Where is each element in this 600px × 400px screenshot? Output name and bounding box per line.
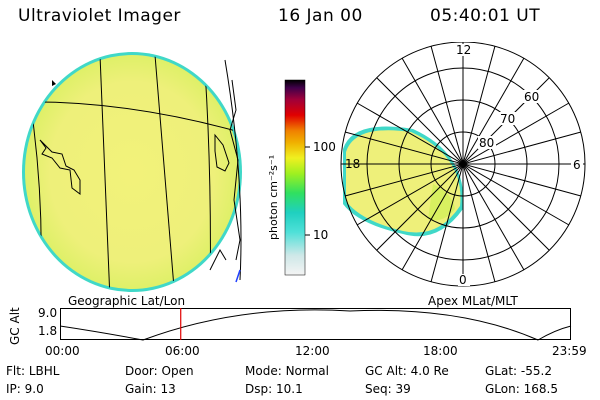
coastline	[214, 133, 230, 172]
lat-label-60: 60	[524, 90, 539, 104]
time-label: 05:40:01 UT	[430, 6, 541, 26]
time-tick-label: 06:00	[165, 344, 200, 358]
north-marker	[52, 80, 56, 86]
lat-label-80: 80	[479, 136, 494, 150]
glat-field: GLat: -55.2	[485, 364, 552, 378]
colorbar-tick-label: 10	[313, 228, 329, 242]
meridian-line	[99, 54, 111, 290]
altitude-axis-label: GC Alt	[8, 307, 22, 345]
mlt-label-6: 6	[573, 158, 581, 172]
filter-field: Flt: LBHL	[6, 364, 60, 378]
altitude-tick-label: 9.0	[38, 306, 58, 320]
instrument-title: Ultraviolet Imager	[18, 6, 181, 26]
door-field: Door: Open	[125, 364, 194, 378]
altitude-curve	[60, 309, 572, 341]
magnetic-caption: Apex MLat/MLT	[428, 294, 518, 308]
geographic-image-panel	[22, 52, 242, 292]
mlt-label-12: 12	[456, 43, 471, 57]
meridian-line	[224, 59, 242, 281]
dsp-field: Dsp: 10.1	[245, 382, 303, 396]
coastline	[209, 248, 227, 271]
date-label: 16 Jan 00	[278, 6, 363, 26]
colorbar-tick-label: 100	[313, 140, 336, 154]
altitude-timeline	[60, 308, 572, 341]
coastline	[229, 79, 241, 261]
magnetic-polar-plot: 12 18 6 0 80 70 60	[340, 42, 586, 287]
colorbar-unit-label: photon cm⁻²s⁻¹	[267, 155, 280, 240]
gc-alt-field: GC Alt: 4.0 Re	[365, 364, 449, 378]
coastline	[39, 139, 81, 195]
lat-label-70: 70	[500, 112, 515, 126]
glon-field: GLon: 168.5	[485, 382, 558, 396]
aurora-disk	[25, 55, 239, 289]
altitude-tick-label: 1.8	[38, 324, 58, 338]
mlt-label-18: 18	[345, 157, 360, 171]
sun-direction-mark	[235, 269, 241, 283]
gain-field: Gain: 13	[125, 382, 176, 396]
altitude-plot-frame	[60, 308, 571, 340]
ip-field: IP: 9.0	[6, 382, 44, 396]
mlt-label-0: 0	[459, 273, 467, 287]
time-tick-label: 12:00	[295, 344, 330, 358]
time-tick-label: 18:00	[423, 344, 458, 358]
mlt-spoke	[356, 102, 570, 226]
seq-field: Seq: 39	[365, 382, 411, 396]
meridian-line	[154, 54, 176, 290]
time-tick-label: 00:00	[45, 344, 80, 358]
geographic-caption: Geographic Lat/Lon	[68, 294, 186, 308]
color-scale: photon cm⁻²s⁻¹	[267, 79, 310, 276]
mode-field: Mode: Normal	[245, 364, 329, 378]
latitude-line	[24, 101, 240, 136]
time-tick-label: 23:59	[552, 344, 587, 358]
color-bar	[284, 79, 306, 276]
